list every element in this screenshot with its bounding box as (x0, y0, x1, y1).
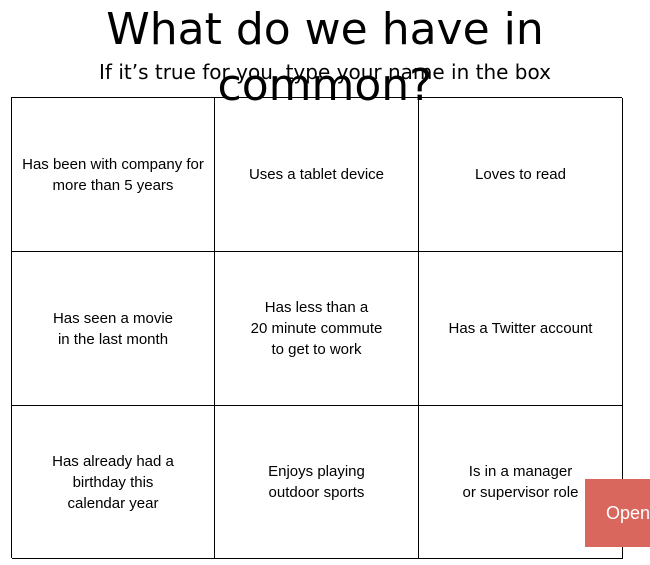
open-button[interactable]: Open (585, 479, 650, 547)
grid-cell-seen-movie[interactable]: Has seen a movie in the last month (12, 252, 215, 406)
grid-cell-company-5-years[interactable]: Has been with company for more than 5 ye… (12, 98, 215, 252)
grid-cell-loves-to-read[interactable]: Loves to read (419, 98, 623, 252)
grid-cell-twitter-account[interactable]: Has a Twitter account (419, 252, 623, 406)
grid-cell-short-commute[interactable]: Has less than a 20 minute commute to get… (215, 252, 419, 406)
slide-subtitle: If it’s true for you, type your name in … (99, 60, 551, 84)
slide-title: What do we have in common? (106, 4, 544, 111)
grid-cell-tablet-device[interactable]: Uses a tablet device (215, 98, 419, 252)
grid-cell-outdoor-sports[interactable]: Enjoys playing outdoor sports (215, 406, 419, 559)
grid-cell-birthday[interactable]: Has already had a birthday this calendar… (12, 406, 215, 559)
bingo-grid: Has been with company for more than 5 ye… (11, 97, 623, 559)
